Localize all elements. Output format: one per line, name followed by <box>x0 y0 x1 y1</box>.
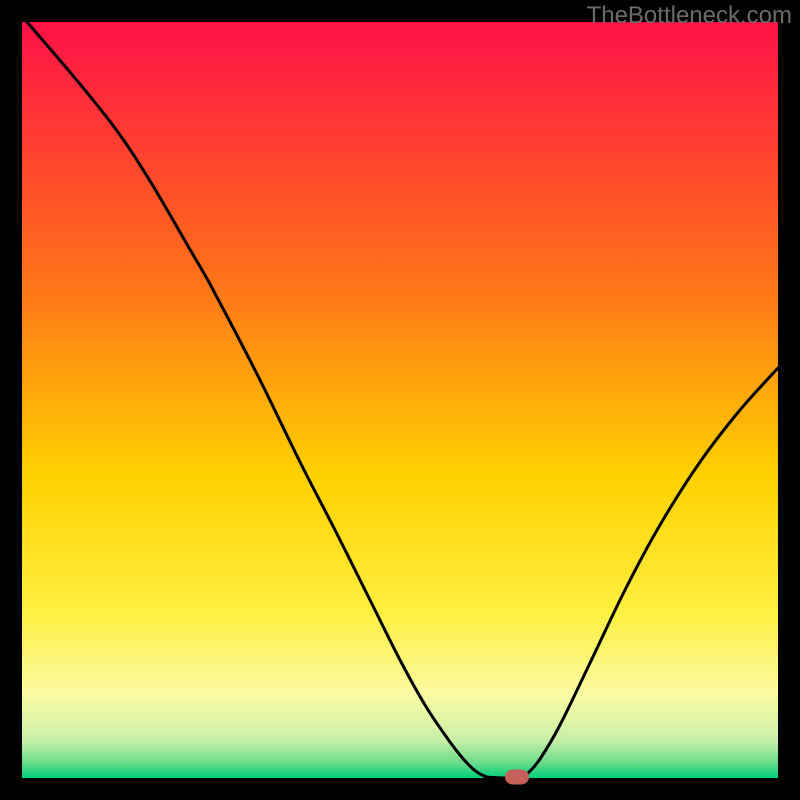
optimum-marker <box>505 770 529 785</box>
chart-frame: TheBottleneck.com <box>0 0 800 800</box>
bottleneck-curve <box>0 0 800 800</box>
